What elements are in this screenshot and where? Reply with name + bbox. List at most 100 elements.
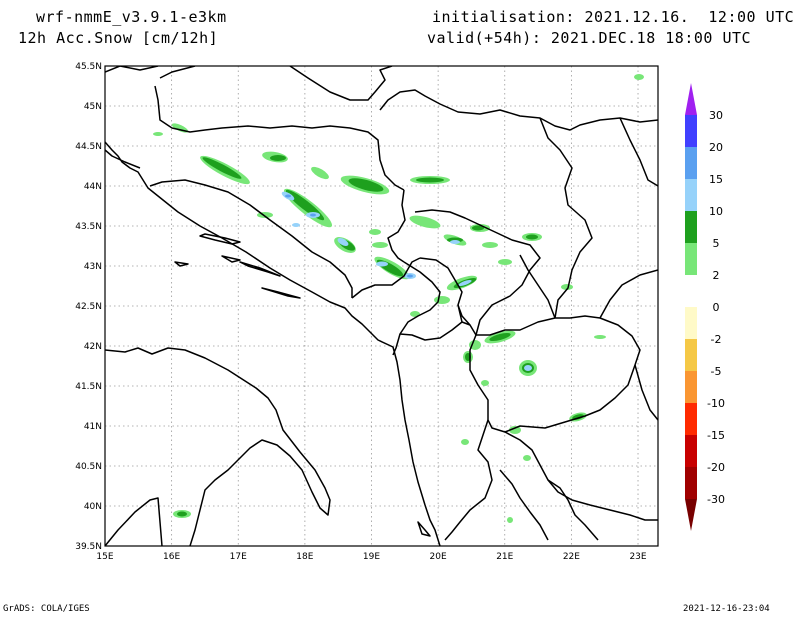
legend-swatch: [685, 211, 697, 243]
border: [289, 66, 393, 101]
legend-label: 30: [709, 109, 723, 122]
legend-swatch: [685, 403, 697, 435]
lat-tick-label: 44.5N: [75, 142, 102, 152]
legend-swatch: [685, 435, 697, 467]
coastlines-borders: [105, 66, 658, 546]
island: [199, 233, 241, 245]
snow-patch: [310, 213, 316, 217]
snow-patch: [498, 259, 512, 265]
lat-tick-label: 42N: [84, 342, 102, 352]
border: [634, 364, 658, 421]
snow-patch: [526, 234, 538, 240]
coastline-adriatic-east: [105, 141, 441, 546]
snow-patch: [523, 455, 531, 461]
snow-patch: [634, 74, 644, 80]
snow-patch: [311, 166, 329, 180]
border: [539, 117, 593, 319]
snow-patch: [450, 240, 460, 244]
border: [469, 315, 641, 433]
lat-tick-label: 44N: [84, 182, 102, 192]
snow-patch: [292, 223, 300, 227]
lon-tick-label: 21E: [496, 552, 513, 562]
legend-label: -5: [711, 365, 722, 378]
snow-patch: [372, 242, 388, 248]
field-title: 12h Acc.Snow [cm/12h]: [18, 29, 219, 47]
snow-patch: [153, 132, 163, 136]
init-time: initialisation: 2021.12.16. 12:00 UTC: [432, 8, 795, 26]
legend-label: 15: [709, 173, 723, 186]
coastline-italy-heel: [105, 497, 163, 546]
snow-patch: [369, 229, 381, 235]
legend-label: 5: [713, 237, 720, 250]
border: [457, 304, 463, 323]
legend-label: 20: [709, 141, 723, 154]
legend-swatch: [685, 115, 697, 147]
snow-patch: [202, 157, 242, 179]
lon-tick-label: 22E: [563, 552, 580, 562]
legend-label: 10: [709, 205, 723, 218]
snow-patch: [481, 380, 489, 386]
lat-tick-label: 43.5N: [75, 222, 102, 232]
map-frame: [104, 65, 659, 547]
border: [351, 257, 421, 299]
snow-patch: [469, 340, 481, 350]
snow-patch: [507, 517, 513, 523]
island: [261, 287, 301, 299]
legend-swatch: [685, 243, 697, 275]
legend-label: -20: [707, 461, 725, 474]
border: [105, 66, 159, 73]
lon-tick-label: 16E: [163, 552, 180, 562]
legend-swatch: [685, 467, 697, 499]
lat-tick-label: 40N: [84, 502, 102, 512]
legend-label: 0: [713, 301, 720, 314]
lon-tick-label: 19E: [363, 552, 380, 562]
legend-bottom-arrow: [685, 499, 697, 531]
snow-patch: [409, 215, 441, 229]
snow-patch: [594, 335, 606, 339]
island: [239, 261, 281, 277]
island: [221, 255, 241, 263]
legend-swatch: [685, 307, 697, 339]
snow-patch: [177, 511, 187, 517]
valid-time: valid(+54h): 2021.DEC.18 18:00 UTC: [427, 29, 752, 47]
snow-patch: [472, 225, 484, 231]
legend-swatch: [685, 147, 697, 179]
border: [414, 209, 541, 336]
legend-label: -15: [707, 429, 725, 442]
snow-patch: [348, 178, 384, 192]
lon-tick-label: 17E: [230, 552, 247, 562]
lat-tick-label: 45N: [84, 102, 102, 112]
snow-patch: [489, 332, 511, 342]
snow-patch: [376, 261, 388, 267]
lat-tick-label: 45.5N: [75, 62, 102, 72]
border: [379, 89, 658, 131]
border: [149, 179, 353, 298]
coastline-greece: [499, 469, 549, 541]
lon-tick-label: 20E: [430, 552, 447, 562]
island: [105, 149, 141, 169]
coastline-italy-west: [105, 347, 331, 546]
legend-label: 2: [713, 269, 720, 282]
lon-tick-label: 23E: [629, 552, 646, 562]
legend-label: -2: [711, 333, 722, 346]
border: [387, 189, 406, 263]
legend-label: -30: [707, 493, 725, 506]
island: [174, 261, 189, 267]
border: [504, 431, 658, 521]
model-title: wrf-nmmE_v3.9.1-e3km: [36, 8, 227, 26]
lat-tick-label: 39.5N: [75, 542, 102, 552]
border: [392, 261, 441, 356]
grid-lines: [105, 66, 658, 546]
lat-tick-label: 42.5N: [75, 302, 102, 312]
footer-timestamp: 2021-12-16-23:04: [683, 604, 770, 614]
border: [419, 257, 477, 336]
border: [444, 419, 493, 541]
legend-top-arrow: [685, 83, 697, 115]
snow-patch: [416, 177, 444, 183]
border: [154, 85, 405, 191]
lon-tick-label: 15E: [96, 552, 113, 562]
legend-swatch: [685, 179, 697, 211]
snow-patch: [458, 279, 472, 287]
border: [619, 117, 658, 187]
